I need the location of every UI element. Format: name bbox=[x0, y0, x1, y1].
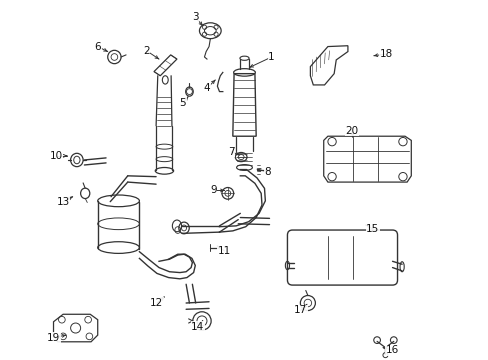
Text: 13: 13 bbox=[57, 197, 70, 207]
Text: 10: 10 bbox=[49, 151, 62, 161]
Text: 19: 19 bbox=[47, 333, 60, 343]
Text: 9: 9 bbox=[209, 185, 216, 195]
Text: 15: 15 bbox=[366, 224, 379, 234]
Text: 1: 1 bbox=[268, 52, 274, 62]
Text: 6: 6 bbox=[94, 41, 101, 51]
Text: 20: 20 bbox=[345, 126, 358, 136]
Text: 4: 4 bbox=[203, 83, 210, 93]
Text: 18: 18 bbox=[379, 49, 392, 59]
Text: 17: 17 bbox=[294, 305, 307, 315]
Text: 2: 2 bbox=[143, 46, 149, 56]
Text: 16: 16 bbox=[385, 345, 398, 355]
Text: 11: 11 bbox=[218, 246, 231, 256]
Text: 7: 7 bbox=[227, 147, 234, 157]
Text: 8: 8 bbox=[264, 167, 270, 177]
Text: 5: 5 bbox=[179, 98, 186, 108]
Text: 12: 12 bbox=[150, 298, 163, 308]
Text: 14: 14 bbox=[191, 322, 204, 332]
Text: 3: 3 bbox=[192, 12, 198, 22]
